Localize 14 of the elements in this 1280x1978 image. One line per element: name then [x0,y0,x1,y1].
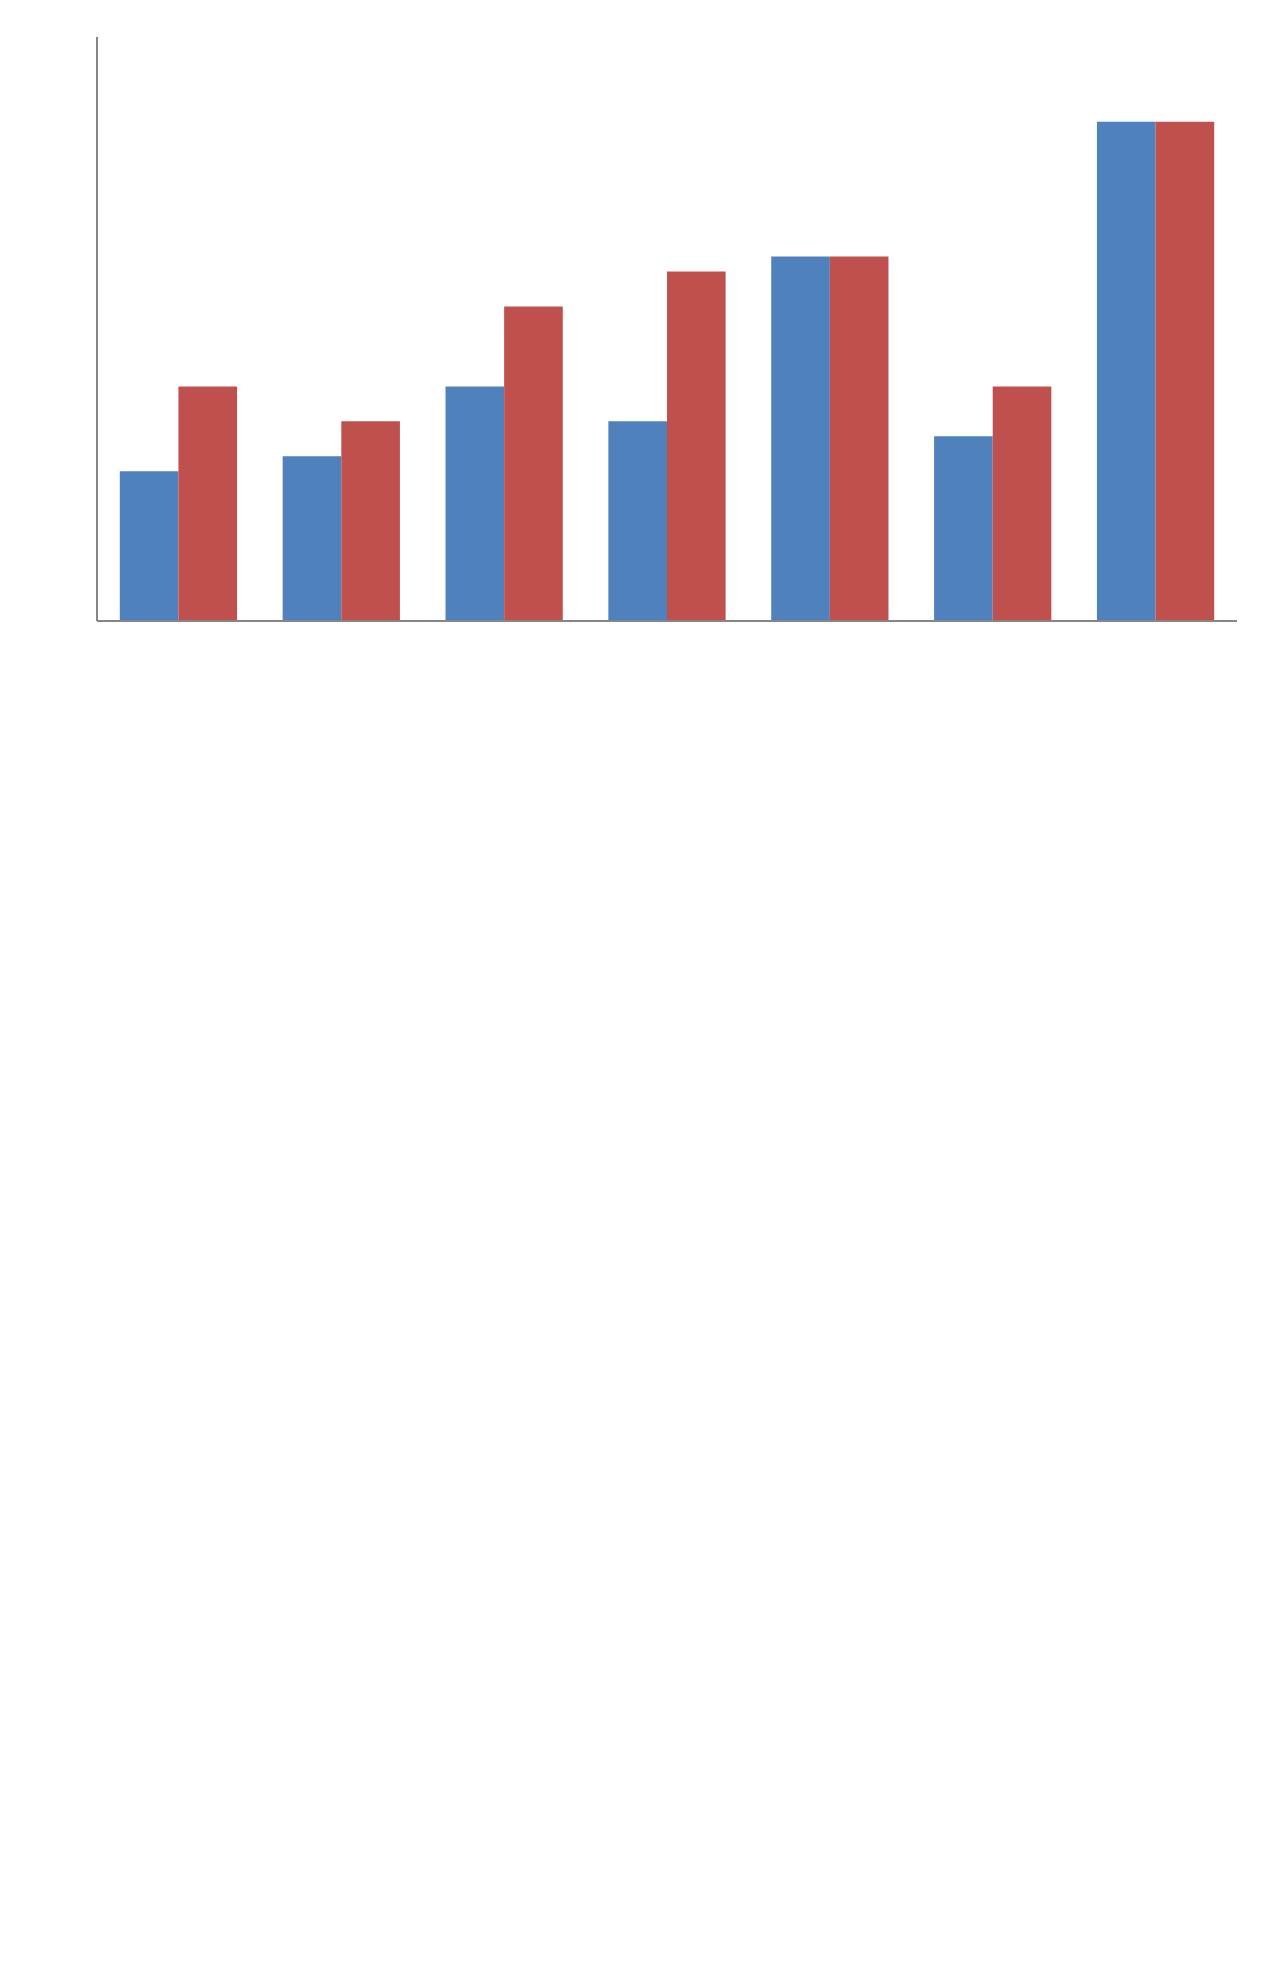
bar [282,456,342,621]
bar [1096,121,1156,621]
bar [341,421,400,621]
bar [667,271,726,621]
bar [992,386,1052,621]
bar [934,436,993,621]
bar [1155,121,1215,621]
bar [178,386,238,621]
bar [829,256,889,621]
bar [119,471,179,621]
bar [771,256,830,621]
bar [504,306,563,621]
bar [445,386,505,621]
bar [608,421,667,621]
